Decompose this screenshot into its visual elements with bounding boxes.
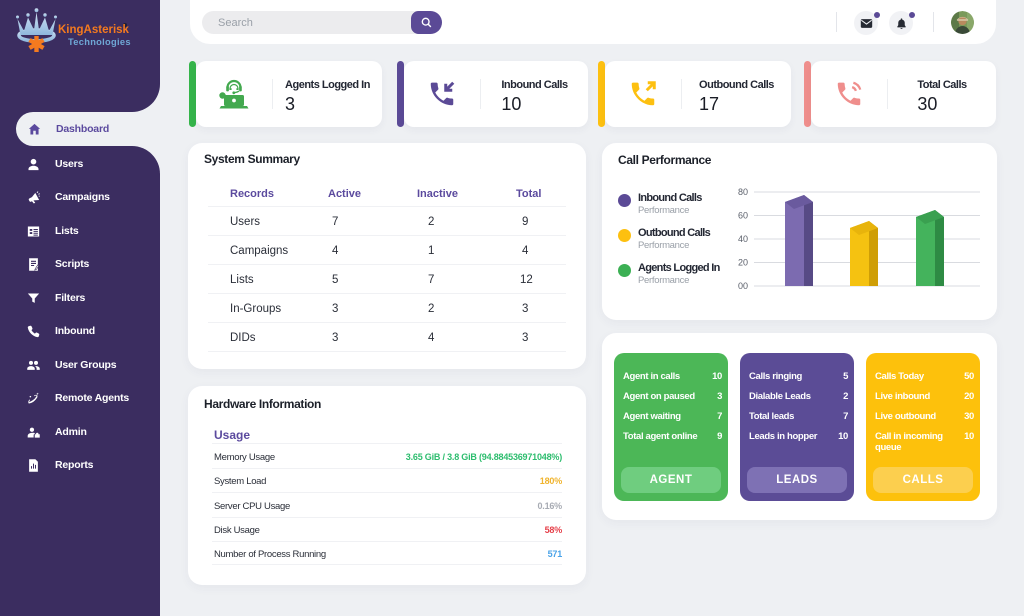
svg-text:00: 00 bbox=[738, 281, 748, 291]
svg-text:Technologies: Technologies bbox=[68, 37, 131, 47]
svg-text:KingAsterisk: KingAsterisk bbox=[58, 24, 130, 36]
svg-text:80: 80 bbox=[738, 187, 748, 197]
svg-text:20: 20 bbox=[738, 258, 748, 268]
svg-text:40: 40 bbox=[738, 234, 748, 244]
svg-text:60: 60 bbox=[738, 211, 748, 221]
